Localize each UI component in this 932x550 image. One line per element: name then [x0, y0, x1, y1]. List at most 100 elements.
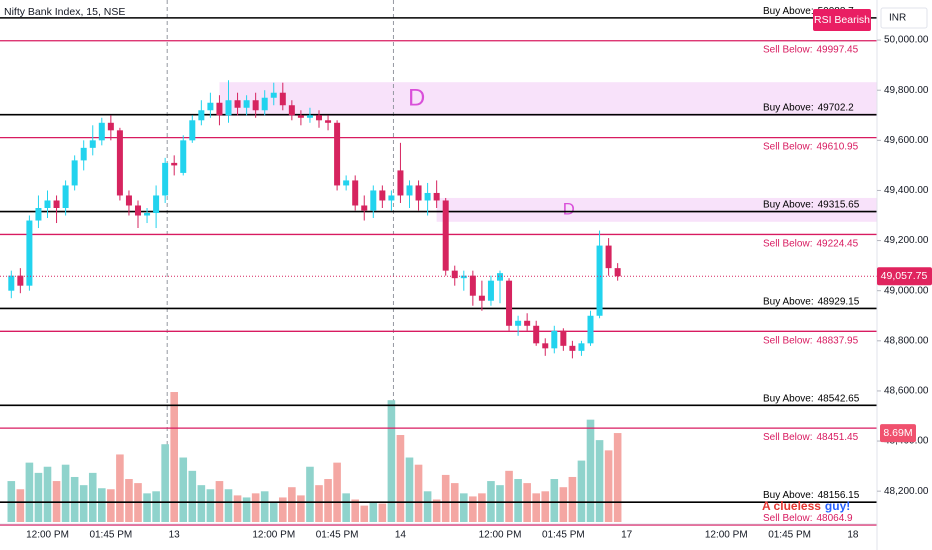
- candle-body: [578, 343, 585, 351]
- level-label: Sell Below: 49224.45: [763, 238, 859, 249]
- last-price-label: 49,057.75: [881, 270, 928, 282]
- candle-body: [515, 320, 522, 326]
- candle-body: [370, 190, 377, 211]
- level-value: 48837.95: [816, 335, 858, 346]
- level-name: Sell Below:: [763, 44, 812, 55]
- watermark: A clueless guy!: [762, 499, 850, 513]
- candle-body: [71, 160, 78, 186]
- x-tick-label: 01:45 PM: [542, 530, 585, 541]
- volume-bar: [396, 435, 405, 522]
- candle-body: [89, 140, 96, 148]
- level-value: 49997.45: [816, 44, 858, 55]
- badge: RSI Bearish: [814, 14, 870, 26]
- chart-title: Nifty Bank Index, 15, NSE: [4, 6, 125, 18]
- level-name: Buy Above:: [763, 102, 814, 113]
- x-tick-label: 14: [395, 530, 407, 541]
- volume-bar: [242, 497, 251, 522]
- volume-bar: [369, 501, 378, 522]
- level-label: Sell Below: 49610.95: [763, 141, 859, 152]
- candle-body: [388, 195, 395, 201]
- volume-bar: [306, 466, 314, 522]
- candle-body: [451, 270, 458, 279]
- x-tick-label: 12:00 PM: [26, 530, 69, 541]
- volume-bar: [324, 479, 332, 522]
- level-value: 49702.2: [818, 102, 855, 113]
- volume-bar: [541, 491, 550, 522]
- volume-bar: [107, 489, 115, 522]
- level-value: 48064.9: [816, 513, 853, 524]
- candle-body: [424, 192, 431, 201]
- candle-body: [17, 275, 24, 286]
- candle-body: [605, 245, 612, 269]
- candle-body: [506, 280, 513, 326]
- level-label: Buy Above: 48929.15: [763, 296, 860, 307]
- candle-body: [207, 102, 214, 111]
- volume-bar: [315, 485, 323, 522]
- candle-body: [26, 220, 33, 286]
- currency: INR: [889, 13, 906, 24]
- volume-bar: [43, 466, 52, 522]
- volume-bar: [577, 460, 586, 522]
- level-value: 49610.95: [816, 141, 858, 152]
- level-label: Sell Below: 49997.45: [763, 44, 859, 55]
- y-tick-label: 48,200.00: [884, 486, 929, 497]
- candle-body: [225, 100, 232, 116]
- volume-bar: [514, 479, 522, 522]
- candle-body: [460, 275, 467, 279]
- volume-bar: [586, 419, 595, 522]
- level-label: Buy Above: 48156.15: [763, 490, 860, 501]
- volume-bar: [288, 487, 296, 522]
- candle-body: [442, 200, 449, 271]
- x-tick-label: 12:00 PM: [705, 530, 748, 541]
- candle-body: [487, 280, 494, 301]
- volume-bar: [125, 479, 133, 522]
- candle-body: [44, 200, 51, 208]
- volume-bar: [469, 496, 477, 522]
- volume-bar: [179, 457, 188, 522]
- volume-bar: [360, 505, 369, 522]
- candle-body: [53, 200, 60, 208]
- volume-bar: [143, 493, 151, 522]
- level-value: 49315.65: [818, 199, 860, 210]
- volume-bar: [188, 470, 197, 522]
- volume-bar: [79, 485, 88, 522]
- level-label: Sell Below: 48837.95: [763, 335, 859, 346]
- candle-body: [469, 275, 476, 296]
- last-price-box: [877, 267, 932, 286]
- y-tick-label: 49,400.00: [884, 185, 929, 196]
- y-tick-label: 49,600.00: [884, 135, 929, 146]
- level-name: Buy Above:: [763, 393, 814, 404]
- candle-body: [279, 92, 286, 106]
- volume-bar: [532, 493, 540, 522]
- volume-bar: [88, 472, 97, 522]
- volume-bar: [16, 489, 25, 522]
- candle-body: [261, 97, 268, 111]
- y-tick-label: 50,000.00: [884, 35, 929, 46]
- candle-body: [569, 345, 576, 351]
- candle-body: [596, 245, 603, 316]
- candle-body: [297, 115, 304, 118]
- level-name: Buy Above:: [763, 490, 814, 501]
- volume-bar: [152, 491, 160, 522]
- candle-body: [433, 192, 440, 201]
- volume-bar: [478, 493, 486, 522]
- badge-bg: [813, 9, 871, 31]
- volume-bar: [405, 457, 414, 522]
- x-tick-label: 18: [847, 530, 859, 541]
- x-tick-label: 01:45 PM: [89, 530, 132, 541]
- watermark-part: A clueless: [762, 499, 821, 513]
- x-tick-label: 12:00 PM: [479, 530, 522, 541]
- candle-body: [216, 102, 223, 116]
- volume-bar: [224, 489, 233, 522]
- candle-body: [189, 120, 196, 141]
- candle-body: [252, 100, 259, 111]
- volume-bar: [25, 462, 34, 522]
- candle-body: [162, 162, 169, 196]
- level-name: Sell Below:: [763, 432, 812, 443]
- volume-bar: [116, 454, 124, 522]
- candle-body: [243, 100, 250, 108]
- x-tick-label: 17: [621, 530, 633, 541]
- candle-body: [497, 273, 503, 281]
